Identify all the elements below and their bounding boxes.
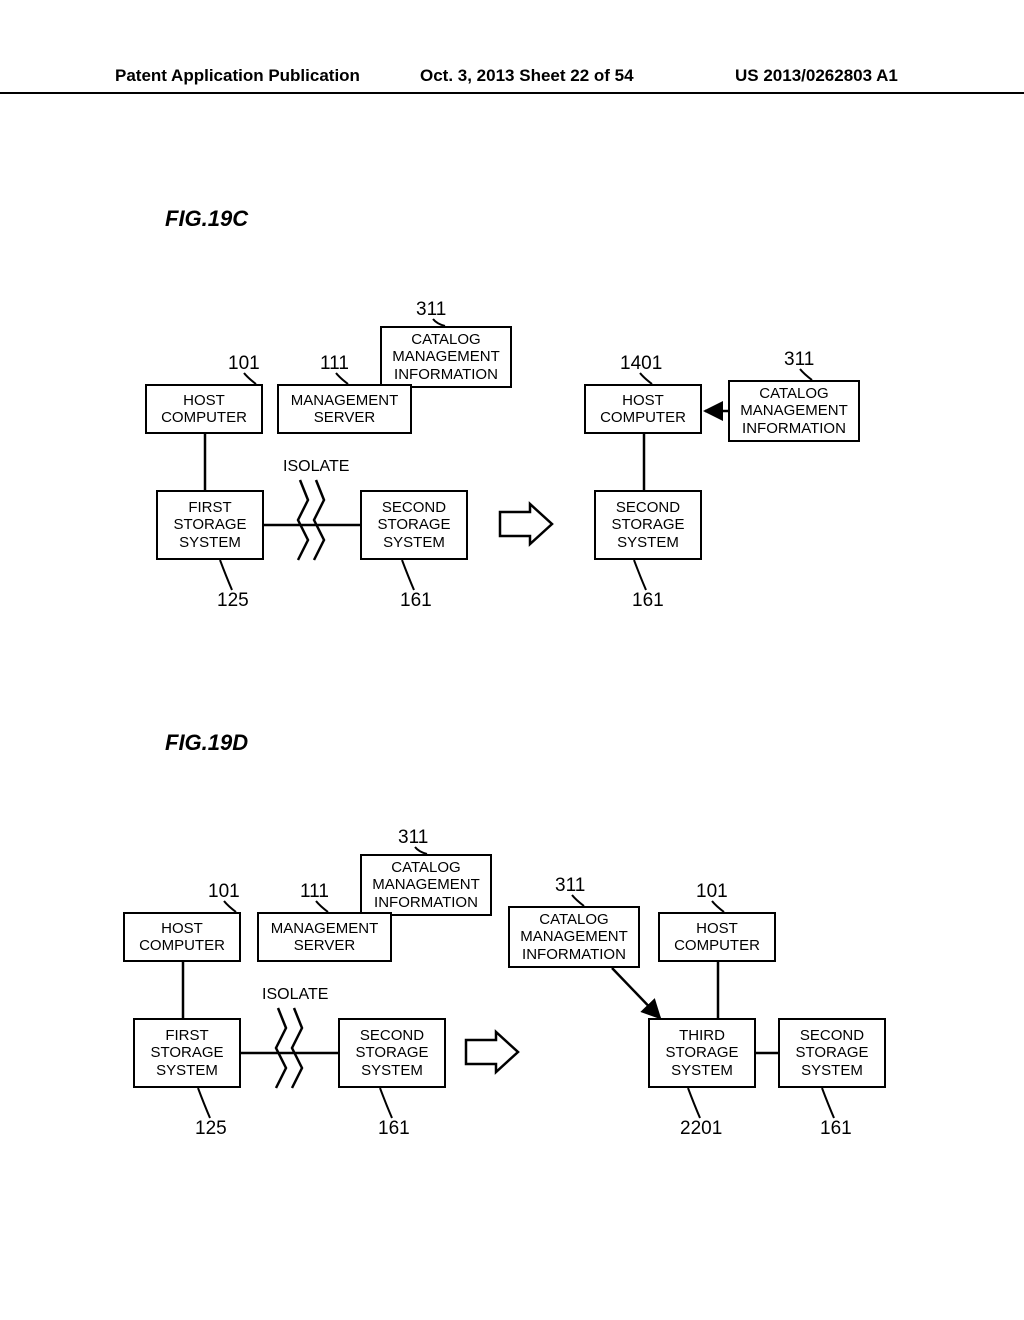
fig19d-transition-arrow (466, 1032, 518, 1072)
fig19d-connectors (0, 0, 1024, 1320)
page: Patent Application Publication Oct. 3, 2… (0, 0, 1024, 1320)
